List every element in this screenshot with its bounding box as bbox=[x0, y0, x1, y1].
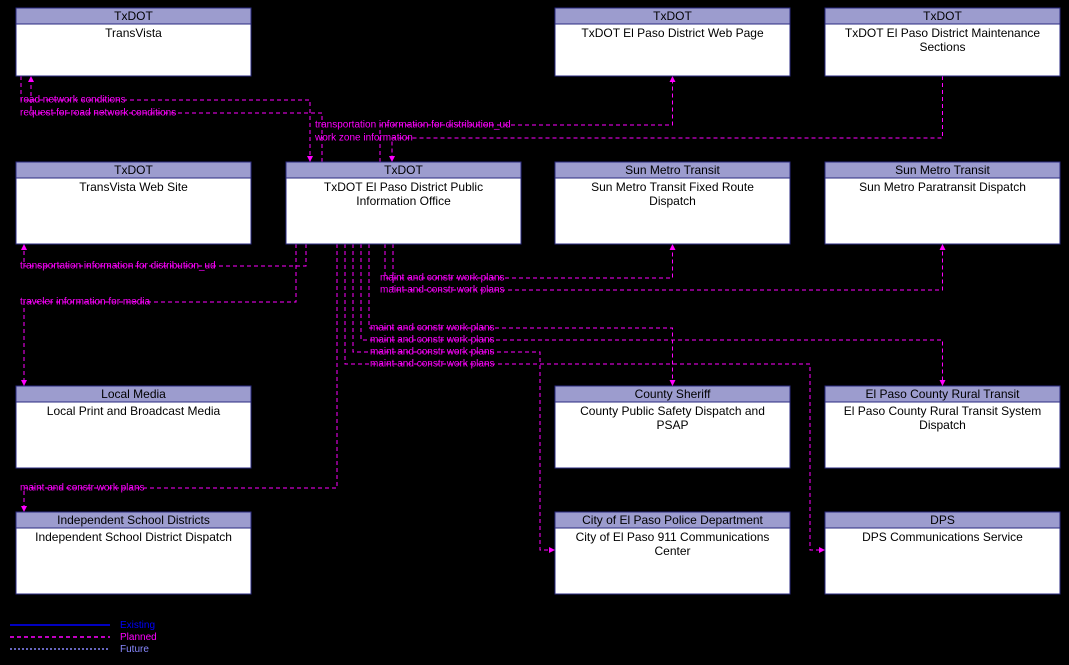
node-owner: Sun Metro Transit bbox=[625, 163, 720, 177]
node-name: TxDOT El Paso District Web Page bbox=[581, 26, 764, 40]
flow-label: maint and constr work plans bbox=[370, 335, 495, 346]
node-owner: El Paso County Rural Transit bbox=[865, 387, 1020, 401]
node-local_media: Local Media Local Print and Broadcast Med… bbox=[16, 386, 251, 468]
flow-label: transportation information for distribut… bbox=[315, 120, 511, 131]
node-owner: TxDOT bbox=[114, 9, 153, 23]
node-owner: TxDOT bbox=[384, 163, 423, 177]
node-name: TransVista bbox=[105, 26, 162, 40]
legend-label: Future bbox=[120, 644, 149, 655]
node-ep_maint: TxDOT TxDOT El Paso District MaintenanceS… bbox=[825, 8, 1060, 76]
flow-label: road network conditions bbox=[20, 95, 126, 106]
flow-label: maint and constr work plans bbox=[380, 285, 505, 296]
node-name: TxDOT El Paso District Public bbox=[324, 180, 483, 194]
node-name: Dispatch bbox=[649, 194, 696, 208]
node-name: Center bbox=[654, 544, 690, 558]
node-pio: TxDOT TxDOT El Paso District PublicInform… bbox=[286, 162, 521, 244]
node-name: County Public Safety Dispatch and bbox=[580, 404, 765, 418]
node-name: Sections bbox=[919, 40, 965, 54]
node-sunmetro_fixed: Sun Metro Transit Sun Metro Transit Fixed… bbox=[555, 162, 790, 244]
node-name: TransVista Web Site bbox=[79, 180, 188, 194]
node-name: DPS Communications Service bbox=[862, 530, 1023, 544]
node-isd: Independent School Districts Independent … bbox=[16, 512, 251, 594]
flow-label: maint and constr work plans bbox=[20, 483, 145, 494]
node-owner: TxDOT bbox=[653, 9, 692, 23]
node-ep_webpage: TxDOT TxDOT El Paso District Web Page bbox=[555, 8, 790, 76]
node-owner: Sun Metro Transit bbox=[895, 163, 990, 177]
flow-label: maint and constr work plans bbox=[380, 273, 505, 284]
node-name: Local Print and Broadcast Media bbox=[47, 404, 221, 418]
node-name: Sun Metro Paratransit Dispatch bbox=[859, 180, 1026, 194]
flow-label: work zone information bbox=[314, 133, 413, 144]
node-owner: City of El Paso Police Department bbox=[582, 513, 763, 527]
node-rural_transit: El Paso County Rural Transit El Paso Coun… bbox=[825, 386, 1060, 468]
node-name: Sun Metro Transit Fixed Route bbox=[591, 180, 754, 194]
node-county_psap: County Sheriff County Public Safety Dispa… bbox=[555, 386, 790, 468]
node-owner: Independent School Districts bbox=[57, 513, 210, 527]
flow-label: maint and constr work plans bbox=[370, 323, 495, 334]
node-sunmetro_para: Sun Metro Transit Sun Metro Paratransit D… bbox=[825, 162, 1060, 244]
node-ep911: City of El Paso Police Department City of… bbox=[555, 512, 790, 594]
node-transvista: TxDOT TransVista bbox=[16, 8, 251, 76]
node-dps: DPS DPS Communications Service bbox=[825, 512, 1060, 594]
node-name: Information Office bbox=[356, 194, 451, 208]
flow-label: maint and constr work plans bbox=[370, 347, 495, 358]
legend-label: Planned bbox=[120, 632, 157, 643]
node-owner: County Sheriff bbox=[635, 387, 711, 401]
flow-label: request for road network conditions bbox=[20, 108, 176, 119]
node-name: PSAP bbox=[656, 418, 688, 432]
architecture-diagram: road network conditions request for road … bbox=[0, 0, 1069, 665]
node-tv_website: TxDOT TransVista Web Site bbox=[16, 162, 251, 244]
node-owner: TxDOT bbox=[923, 9, 962, 23]
node-name: TxDOT El Paso District Maintenance bbox=[845, 26, 1041, 40]
node-owner: TxDOT bbox=[114, 163, 153, 177]
flow-label: maint and constr work plans bbox=[370, 359, 495, 370]
legend-label: Existing bbox=[120, 620, 155, 631]
node-name: El Paso County Rural Transit System bbox=[844, 404, 1041, 418]
node-name: Independent School District Dispatch bbox=[35, 530, 232, 544]
node-owner: DPS bbox=[930, 513, 955, 527]
node-owner: Local Media bbox=[101, 387, 166, 401]
flow-label: transportation information for distribut… bbox=[20, 261, 216, 272]
node-name: City of El Paso 911 Communications bbox=[576, 530, 770, 544]
flow-label: traveler information for media bbox=[20, 297, 150, 308]
node-name: Dispatch bbox=[919, 418, 966, 432]
